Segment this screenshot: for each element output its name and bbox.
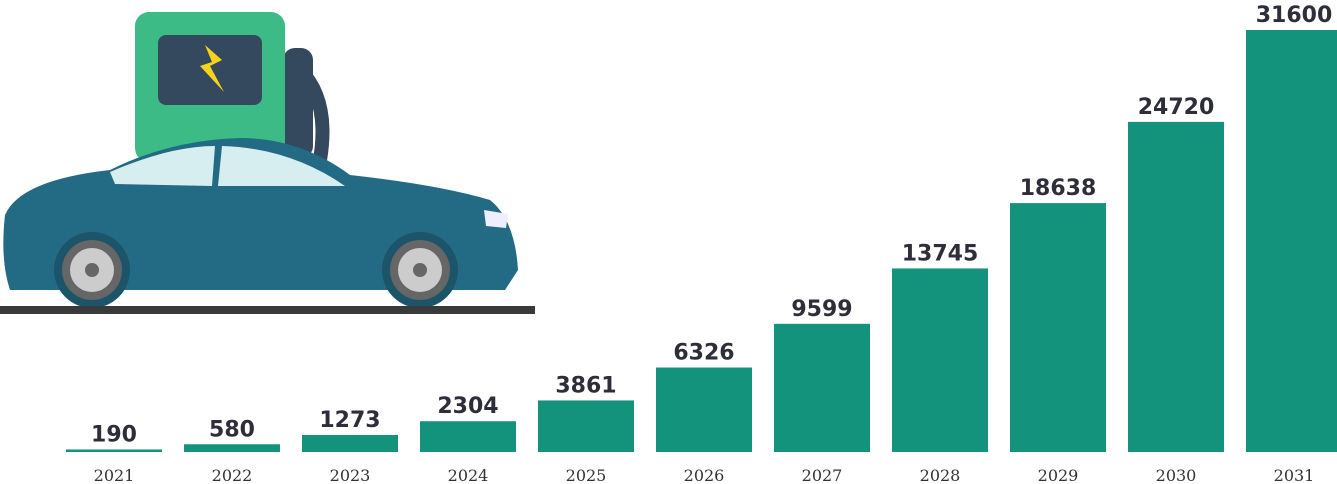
bar <box>538 400 634 452</box>
value-label: 31600 <box>1256 3 1333 28</box>
bar <box>1010 203 1106 452</box>
ev-illustration <box>0 12 535 314</box>
x-tick-label: 2029 <box>1038 466 1079 484</box>
value-label: 9599 <box>791 297 852 322</box>
bar <box>184 444 280 452</box>
bar <box>1246 30 1337 452</box>
value-label: 24720 <box>1138 95 1215 120</box>
x-tick-label: 2022 <box>212 466 253 484</box>
bar <box>66 449 162 452</box>
value-label: 2304 <box>437 394 498 419</box>
chart: 2021 190 2022 580 2023 1273 2024 2304 2025 3861 20… <box>0 0 1337 484</box>
value-label: 3861 <box>555 373 616 398</box>
value-label: 580 <box>209 417 255 442</box>
value-label: 13745 <box>902 241 979 266</box>
bar <box>1128 122 1224 452</box>
value-label: 6326 <box>673 341 734 366</box>
x-tick-label: 2028 <box>920 466 961 484</box>
value-label: 190 <box>91 422 137 447</box>
bar <box>892 268 988 452</box>
x-tick-label: 2026 <box>684 466 725 484</box>
x-tick-label: 2023 <box>330 466 371 484</box>
bar <box>420 421 516 452</box>
x-tick-label: 2021 <box>94 466 135 484</box>
x-tick-label: 2024 <box>448 466 489 484</box>
bar <box>656 368 752 452</box>
x-tick-label: 2025 <box>566 466 607 484</box>
page: {"chart_data": {"type": "bar", "categori… <box>0 0 1337 484</box>
value-label: 18638 <box>1020 176 1097 201</box>
x-tick-label: 2030 <box>1156 466 1197 484</box>
bar <box>302 435 398 452</box>
x-tick-label: 2027 <box>802 466 843 484</box>
value-label: 1273 <box>319 408 380 433</box>
bar <box>774 324 870 452</box>
x-tick-label: 2031 <box>1274 466 1315 484</box>
